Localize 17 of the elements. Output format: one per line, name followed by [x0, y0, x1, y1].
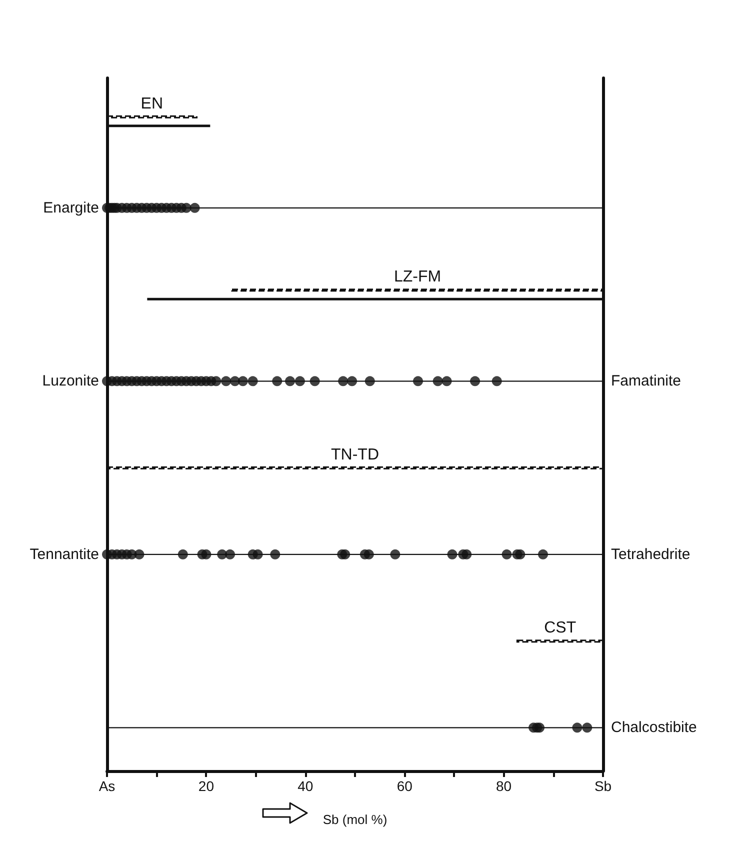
y2-tick-label: Famatinite: [611, 372, 682, 390]
y-tick-label: Tennantite: [30, 546, 99, 563]
x-tick-label: Sb: [594, 778, 612, 794]
y-tick-label: EN: [140, 95, 164, 112]
y-tick-label: TN-TD: [331, 446, 379, 464]
x-axis-title: Sb (mol %): [322, 812, 388, 827]
y2-tick-label: Chalcostibite: [611, 719, 697, 736]
y-tick-label: CST: [544, 620, 576, 637]
x-tick-label: As: [98, 778, 116, 794]
y-tick-label: Enargite: [43, 199, 99, 216]
x-tick-label: 60: [396, 778, 413, 794]
x-tick-label: 40: [298, 778, 314, 794]
x-tick-label: 20: [198, 778, 214, 794]
y-tick-label: LZ-FM: [394, 268, 442, 286]
x-tick-label: 80: [496, 778, 512, 794]
y2-tick-label: Tetrahedrite: [611, 546, 690, 563]
y-tick-label: Luzonite: [42, 372, 99, 390]
